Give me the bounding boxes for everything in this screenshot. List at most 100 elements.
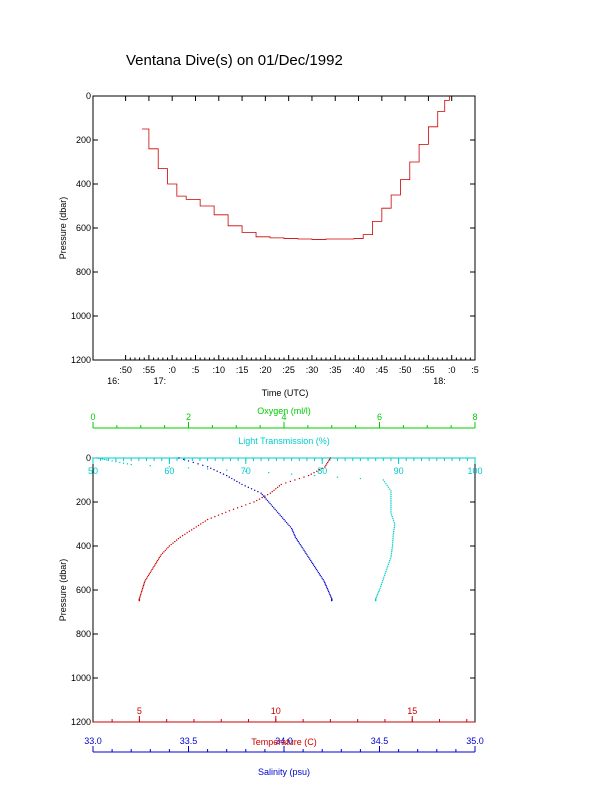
salinity-point (226, 474, 228, 477)
temperature-point (138, 599, 141, 602)
temperature-point (149, 571, 151, 574)
salinity-point (316, 570, 319, 572)
salinity-point (290, 527, 293, 530)
light_transmission-point (392, 541, 394, 544)
temperature-point (210, 517, 212, 519)
light_transmission-tick-label: 100 (467, 466, 482, 476)
plot-frame-1 (92, 95, 476, 361)
light_transmission-point (390, 556, 392, 558)
temperature-point (303, 476, 305, 478)
temperature-point (159, 555, 162, 557)
salinity-point (222, 473, 225, 475)
light_transmission-point (375, 596, 378, 599)
light_transmission-point (391, 543, 394, 545)
light_transmission-point (268, 471, 270, 474)
light_transmission-point (390, 554, 392, 556)
salinity-point (310, 559, 312, 562)
temperature-point (139, 596, 141, 599)
temperature-point (310, 473, 312, 475)
light_transmission-point (385, 570, 387, 573)
salinity-point (293, 533, 295, 535)
light_transmission-point (387, 563, 390, 566)
x-tick-label-1: :35 (329, 365, 342, 375)
temperature-point (204, 520, 207, 522)
temperature-point (200, 523, 202, 525)
light_transmission-point (393, 526, 395, 529)
light_transmission-point (96, 457, 98, 459)
salinity-point (331, 599, 333, 602)
oxygen-tick-label: 4 (281, 412, 286, 422)
light_transmission-point (385, 569, 388, 571)
temperature-point (318, 469, 321, 471)
temperature-point (307, 474, 310, 477)
salinity-point (206, 466, 209, 468)
salinity-point (210, 467, 212, 469)
light_transmission-point (390, 501, 392, 503)
salinity-tick-label: 33.0 (84, 736, 102, 746)
x-tick-label-1: :50 (399, 365, 412, 375)
light_transmission-point (390, 493, 392, 496)
series-group-1 (141, 96, 450, 240)
temperature-point (168, 545, 171, 547)
salinity-point (330, 596, 332, 599)
light_transmission-point (377, 592, 379, 594)
light_transmission-point (336, 476, 339, 478)
x-tick-label-1: :10 (213, 365, 226, 375)
temperature-tick-label: 5 (137, 706, 142, 716)
light_transmission-point (383, 576, 385, 578)
temperature-point (236, 507, 239, 509)
light_transmission-tick-label: 60 (164, 466, 174, 476)
temperature-point (174, 540, 176, 543)
temperature-point (206, 518, 209, 521)
y-axis-label-2: Pressure (dbar) (58, 559, 68, 622)
salinity-point (241, 483, 243, 486)
temperature-axis-label: Temperature (C) (251, 737, 317, 747)
salinity-point (270, 504, 272, 506)
light_transmission-point (99, 458, 102, 460)
salinity-point (310, 561, 313, 563)
salinity-point (283, 518, 285, 521)
light_transmission-point (390, 495, 392, 498)
salinity-point (318, 573, 321, 575)
salinity-point (257, 491, 259, 493)
salinity-point (269, 502, 271, 505)
light_transmission-point (383, 574, 386, 577)
salinity-tick-label: 34.0 (275, 736, 293, 746)
salinity-point (238, 482, 241, 484)
light_transmission-point (391, 548, 393, 551)
temperature-point (142, 586, 144, 588)
temperature-point (193, 527, 195, 530)
x-tick-label-1: :40 (352, 365, 365, 375)
temperature-point (245, 504, 247, 506)
x-tick-sublabel-1: 18: (433, 376, 446, 386)
temperature-point (140, 590, 143, 593)
temperature-point (160, 554, 162, 556)
light_transmission-point (390, 504, 392, 507)
temperature-point (155, 562, 157, 565)
salinity-point (187, 460, 190, 462)
salinity-point (192, 461, 194, 464)
temperature-point (232, 508, 235, 511)
temperature-point (264, 495, 266, 497)
salinity-point (266, 499, 269, 502)
temperature-point (195, 526, 197, 528)
temperature-point (155, 561, 158, 563)
light_transmission-point (381, 580, 384, 582)
temperature-point (325, 464, 327, 467)
series-group-2 (96, 457, 396, 602)
light_transmission-point (382, 578, 385, 580)
salinity-point (282, 517, 284, 519)
light_transmission-point (390, 512, 392, 514)
light_transmission-point (103, 458, 106, 461)
light_transmission-point (376, 593, 379, 596)
light_transmission-point (382, 479, 385, 481)
temperature-point (261, 496, 263, 499)
temperature-point (289, 480, 292, 483)
salinity-point (279, 514, 281, 516)
light_transmission-point (376, 595, 378, 597)
light_transmission-point (379, 587, 381, 589)
salinity-point (244, 485, 246, 487)
salinity-point (292, 532, 295, 534)
